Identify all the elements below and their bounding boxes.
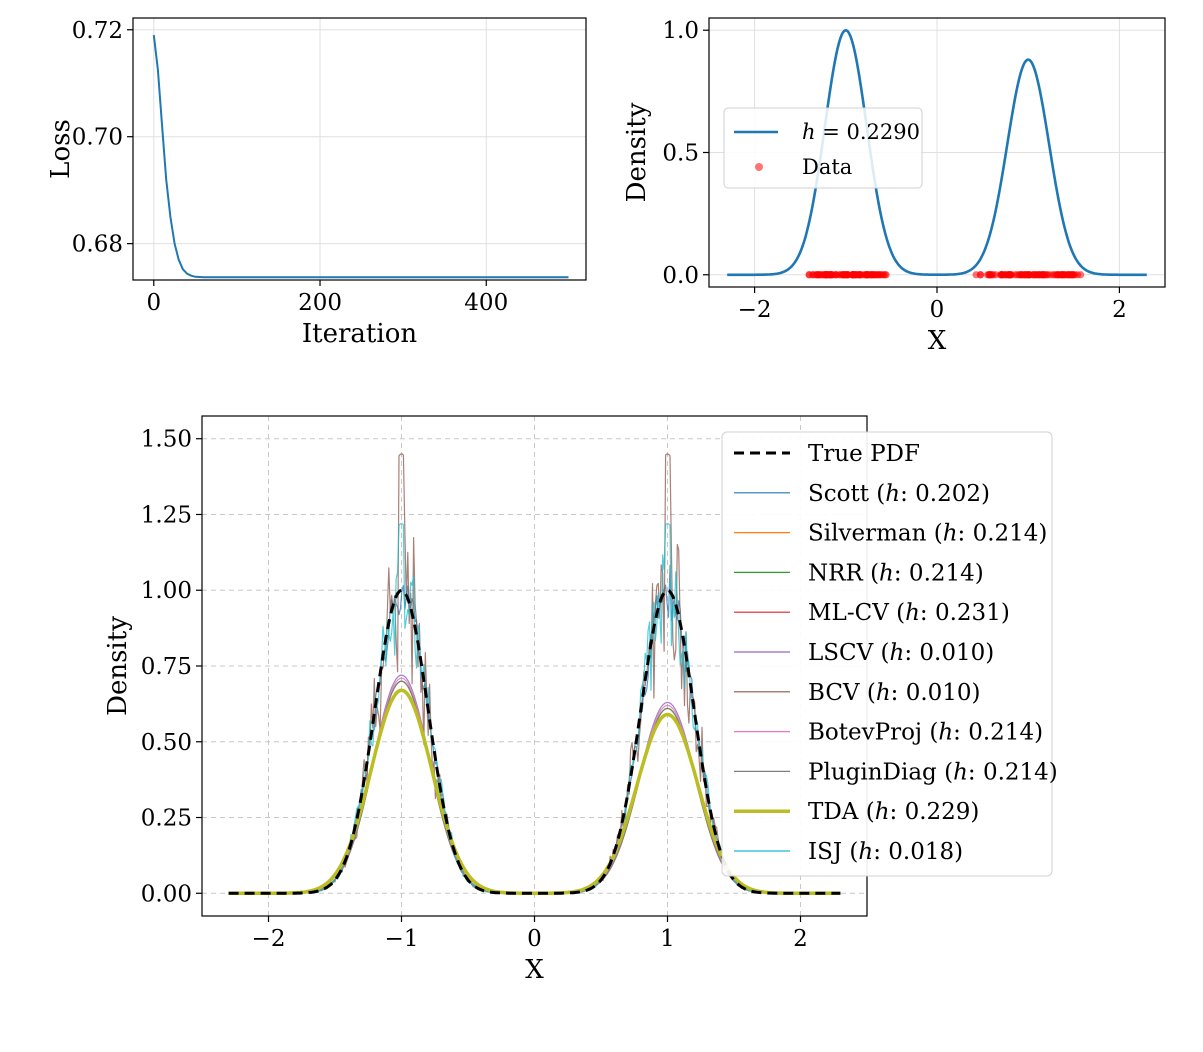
fit-chart: −2 0 2 0.0 0.5 1.0 X Density h = 0.2290 Data [622,17,1166,356]
y-tick-label: 0.5 [662,141,699,167]
data-point [813,271,821,279]
y-axis-label: Loss [46,119,76,179]
legend-label: Silverman (h: 0.214) [808,521,1047,547]
data-point [821,271,830,279]
data-point [1057,271,1065,279]
legend: True PDF Scott (h: 0.202) Silverman (h: 0.… [721,431,1058,877]
y-axis-label: Density [103,616,133,716]
data-point [992,271,1000,279]
data-point [1074,271,1082,279]
y-tick-label: 0.50 [141,730,192,756]
data-point [1032,271,1040,279]
legend-label: Scott (h: 0.202) [808,481,990,507]
y-tick-label: 0.00 [141,881,192,907]
legend-label: TDA (h: 0.229) [808,799,979,825]
y-tick-label: 0.0 [662,263,699,289]
x-tick-label: 0 [930,297,945,323]
data-points [805,271,1085,279]
y-tick-label: 1.50 [141,427,192,453]
y-tick-label: 1.0 [662,18,699,44]
legend-box [723,107,923,189]
loss-line [152,34,569,279]
legend-label: LSCV (h: 0.010) [808,640,994,666]
y-tick-label: 0.25 [141,806,192,832]
data-point [1064,271,1072,279]
grid [133,18,586,280]
y-tick-label: 1.00 [141,578,192,604]
legend-swatch [755,163,763,171]
data-point [879,271,888,279]
x-axis-label: X [928,326,947,356]
plot-frame [708,17,1166,288]
data-point [1005,271,1013,279]
y-tick-label: 0.72 [72,18,123,44]
legend: h = 0.2290 Data [723,107,923,189]
legend-label: ISJ (h: 0.018) [808,839,963,865]
legend-label: NRR (h: 0.214) [808,560,984,586]
x-tick-label: 1 [660,926,675,952]
y-tick-label: 1.25 [141,502,192,528]
legend-label: True PDF [808,441,920,467]
legend-label: PluginDiag (h: 0.214) [808,759,1058,785]
data-point [842,271,850,279]
legend-label: Data [802,155,852,179]
x-tick-label: −2 [738,297,772,323]
data-point [976,271,985,279]
data-point [1023,271,1032,279]
data-point [805,271,813,279]
data-point [1011,271,1019,279]
y-tick-label: 0.68 [72,232,123,258]
x-tick-label: 2 [1112,297,1127,323]
x-axis-label: Iteration [302,319,417,349]
plot-frame [132,17,587,281]
kde-line-tda [228,688,841,896]
legend-box [721,431,1053,877]
loss-chart: 0 200 400 0.68 0.70 0.72 Iteration Loss [46,17,587,349]
x-tick-label: −2 [252,926,286,952]
x-tick-label: −1 [385,926,419,952]
x-axis-label: X [525,955,544,985]
legend-label: ML-CV (h: 0.231) [808,600,1010,626]
data-point [1038,271,1046,279]
x-tick-label: 2 [793,926,808,952]
data-point [985,271,993,279]
data-point [848,271,856,279]
legend-label: BotevProj (h: 0.214) [808,720,1043,746]
y-tick-label: 0.75 [141,654,192,680]
data-point [862,271,870,279]
data-point [1049,271,1057,279]
density-line [727,28,1147,277]
x-tick-label: 200 [298,290,342,316]
kde-line-true pdf [228,588,841,895]
x-tick-label: 0 [527,926,542,952]
legend-label: BCV (h: 0.010) [808,680,981,706]
x-tick-label: 400 [464,290,508,316]
kde-comparison-chart: −2 −1 0 1 2 0.00 0.25 0.50 0.75 1.00 1.25 1.50 X Dens… [103,415,1058,985]
y-axis-label: Density [622,102,652,202]
y-tick-label: 0.70 [72,125,123,151]
x-tick-label: 0 [146,290,161,316]
legend-label: h = 0.2290 [802,120,920,144]
